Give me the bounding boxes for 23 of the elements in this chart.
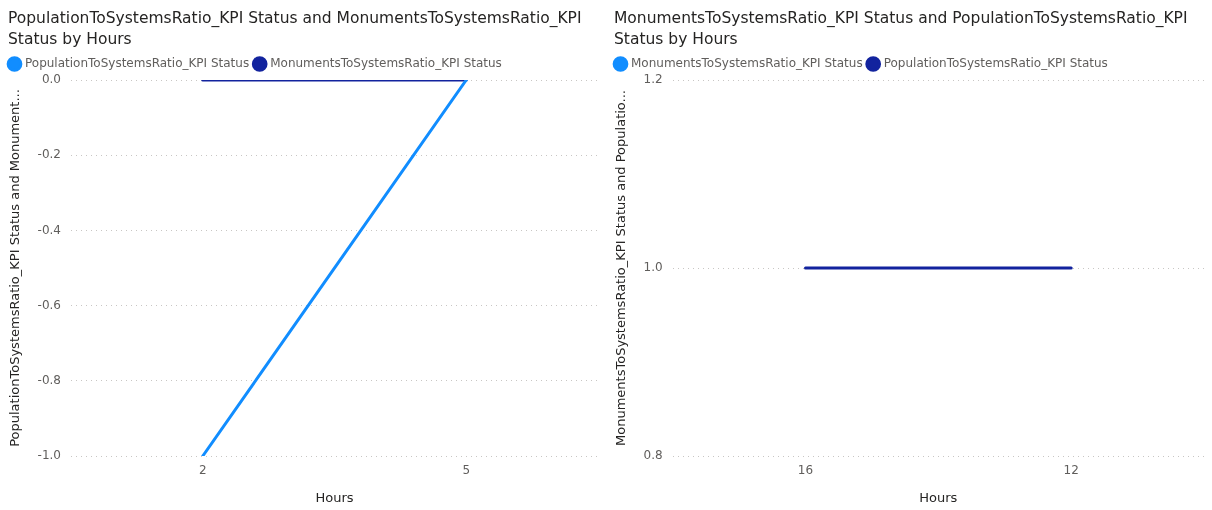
legend-label: MonumentsToSystemsRatio_KPI Status (631, 56, 863, 71)
y-axis-title: MonumentsToSystemsRatio_KPI Status and Populatio... (613, 90, 629, 446)
y-tick-label: 0.0 (41, 72, 62, 87)
x-tick-label: 5 (462, 463, 471, 478)
legend-label: MonumentsToSystemsRatio_KPI Status (270, 56, 502, 71)
chart-title: PopulationToSystemsRatio_KPI Status and MonumentsToSystemsRatio_KPI Status by Hours (8, 8, 583, 50)
y-tick-label: -0.4 (37, 222, 62, 237)
legend-label: PopulationToSystemsRatio_KPI Status (25, 56, 250, 71)
y-axis-title: PopulationToSystemsRatio_KPI Status and Monument... (7, 89, 23, 447)
x-tick-label: 12 (1063, 463, 1079, 478)
x-tick-label: 2 (198, 463, 207, 478)
y-tick-label: -1.0 (37, 448, 62, 463)
y-tick-label: -0.2 (37, 147, 62, 162)
y-tick-label: -0.6 (37, 297, 62, 312)
y-tick-label: 1.2 (643, 72, 663, 87)
y-tick-label: 0.8 (643, 448, 663, 463)
x-axis-title: Hours (919, 489, 958, 505)
x-tick-label: 16 (797, 463, 814, 478)
legend-label: PopulationToSystemsRatio_KPI Status (883, 56, 1108, 71)
y-tick-label: -0.8 (37, 372, 62, 387)
x-axis-title: Hours (315, 489, 354, 505)
chart-title: MonumentsToSystemsRatio_KPI Status and PopulationToSystemsRatio_KPI Status by Hours (614, 8, 1189, 50)
y-tick-label: 1.0 (643, 260, 663, 275)
